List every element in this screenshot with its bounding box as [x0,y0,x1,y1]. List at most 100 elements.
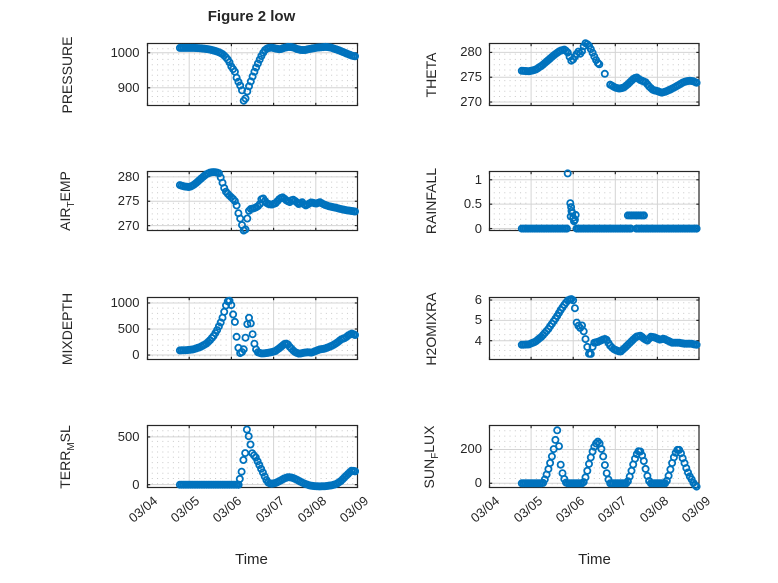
data-point-marker [240,449,249,458]
axis-label-text: EMP [57,171,73,202]
axis-label-text: LUX [421,425,437,453]
data-point-marker [547,452,556,461]
mixdepth-plot-area [146,296,359,361]
data-markers [175,168,359,235]
data-point-marker [226,301,235,310]
rainfall-y-tick-label: 0 [474,220,482,236]
figure-title: Figure 2 low [207,8,296,25]
left-x-tick-label: 03/06 [209,493,245,526]
axis-label-text: RAINFALL [423,167,439,235]
rainfall-plot-area [488,169,701,233]
data-point-marker [241,333,250,342]
air-temp-y-tick-label: 275 [117,193,140,209]
data-point-marker [232,201,241,210]
data-point-marker [237,467,246,476]
axis-label-text: TERR [57,450,73,489]
data-point-marker [579,327,588,336]
data-point-marker [600,461,609,470]
rainfall-axis-label: RAINFALL [423,168,439,234]
major-grid [146,171,358,231]
left-x-tick-label: 03/09 [336,493,372,526]
data-point-marker [562,46,571,55]
right-x-tick-label: 03/07 [594,493,629,526]
data-point-marker [641,464,650,473]
data-point-marker [666,465,675,474]
data-point-marker [350,467,359,476]
data-point-marker [249,67,258,76]
axis-label-text: AIR [57,207,73,231]
right-x-tick-label: 03/04 [468,493,503,526]
data-point-marker [597,444,606,453]
air-temp-plot-area [146,168,359,235]
pressure-y-tick-label: 900 [117,79,140,95]
left-x-tick-label: 03/08 [294,493,329,526]
axis-label-text: PRESSURE [59,35,75,114]
axis-label-text: SL [57,424,73,442]
data-point-marker [563,169,572,178]
axes-box [488,42,700,107]
data-point-marker [230,317,239,326]
axes-box [146,170,358,232]
theta-axis-label: THETA [423,52,439,97]
data-markers [175,425,359,491]
right-x-tick-label: 03/09 [678,493,714,526]
data-point-marker [566,199,575,208]
mixdepth-y-tick-label: 0 [132,347,140,363]
mixdepth-axis-label: MIXDEPTH [59,292,75,364]
left-x-tick-label: 03/05 [167,493,203,526]
data-point-marker [254,461,263,470]
pressure-axis-label: PRESSURE [59,36,75,113]
h2omixra-y-tick-label: 5 [474,312,482,328]
theta-y-tick-label: 270 [460,94,482,110]
terr-msl-y-tick-label: 0 [132,476,140,492]
data-point-marker [692,340,701,349]
data-point-marker [585,459,594,468]
right-x-tick-label: 03/05 [510,493,545,526]
minor-grid [493,297,695,360]
data-point-marker [562,224,571,233]
data-point-marker [232,332,241,341]
theta-plot-area [488,39,701,107]
air-temp-y-tick-label: 270 [117,217,140,233]
axis-label-text: H2OMIXRA [423,291,439,366]
left-x-tick-label: 03/07 [252,493,287,526]
data-point-marker [246,440,255,449]
x-axis-label-left: Time [235,551,268,568]
data-point-marker [669,453,678,462]
axis-label-text: THETA [423,52,439,97]
data-point-marker [692,482,701,491]
left-x-tick-label: 03/04 [125,493,161,526]
data-point-marker [219,307,228,316]
data-point-marker [555,442,564,451]
data-markers [517,169,701,233]
data-point-marker [258,468,267,477]
data-point-marker [230,197,239,206]
right-x-tick-label: 03/06 [552,493,587,526]
data-point-marker [569,296,578,305]
data-point-marker [251,453,260,462]
terr-msl-y-tick-label: 500 [117,428,140,444]
h2omixra-y-tick-label: 4 [474,332,482,348]
data-point-marker [248,330,257,339]
rainfall-y-tick-label: 1 [474,171,482,187]
axis-label-text: T [66,201,77,208]
data-markers [517,426,701,491]
data-point-marker [244,432,253,441]
major-grid [489,43,700,106]
data-point-marker [570,304,579,313]
data-markers [517,295,701,358]
data-point-marker [350,331,359,340]
data-point-marker [592,439,601,448]
data-point-marker [241,225,250,234]
terr-msl-plot-area [146,424,359,491]
data-point-marker [553,426,562,435]
data-point-marker [682,464,691,473]
data-point-marker [588,48,597,57]
data-markers [517,39,701,97]
data-point-marker [586,349,595,358]
data-point-marker [242,214,251,223]
theta-y-tick-label: 275 [460,69,482,85]
data-point-marker [253,59,262,68]
air-temp-y-tick-label: 280 [117,168,140,184]
